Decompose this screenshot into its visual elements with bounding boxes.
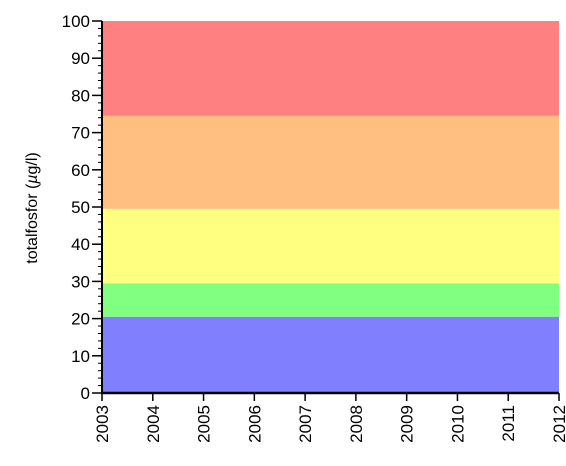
y-axis-title: totalfosfor (µg/l) — [24, 152, 41, 263]
y-tick-label: 60 — [71, 161, 90, 180]
x-axis-ticks: 2003 2004 2005 2006 2007 2008 2009 2010 2011 2012 — [93, 393, 566, 443]
threshold-bands — [102, 21, 559, 393]
band-1 — [102, 283, 559, 317]
x-tick-label: 2008 — [347, 405, 366, 443]
x-tick-label: 2006 — [245, 405, 264, 443]
y-axis-title-mu: µ — [24, 174, 41, 184]
band-0 — [102, 316, 559, 393]
x-tick-label: 2003 — [93, 405, 112, 443]
y-tick-label: 0 — [81, 384, 90, 403]
y-tick-label: 90 — [71, 49, 90, 68]
y-tick-label: 50 — [71, 198, 90, 217]
x-tick-label: 2009 — [398, 405, 417, 443]
band-4 — [102, 21, 559, 116]
x-tick-label: 2007 — [296, 405, 315, 443]
x-tick-label: 2004 — [144, 405, 163, 443]
y-tick-label: 70 — [71, 124, 90, 143]
y-tick-label: 20 — [71, 310, 90, 329]
band-2 — [102, 208, 559, 284]
y-tick-label: 40 — [71, 235, 90, 254]
y-axis-title-prefix: totalfosfor ( — [24, 183, 41, 264]
y-axis-ticks: 0 10 20 30 40 50 60 70 80 90 100 — [62, 12, 102, 403]
x-tick-label: 2012 — [550, 405, 566, 443]
y-tick-label: 30 — [71, 272, 90, 291]
x-tick-label: 2005 — [195, 405, 214, 443]
y-tick-label: 100 — [62, 12, 90, 31]
x-tick-label: 2010 — [448, 405, 467, 443]
y-axis-title-unit: g/l) — [24, 152, 41, 174]
band-3 — [102, 115, 559, 209]
y-tick-label: 80 — [71, 86, 90, 105]
y-tick-label: 10 — [71, 347, 90, 366]
x-tick-label: 2011 — [499, 405, 518, 442]
